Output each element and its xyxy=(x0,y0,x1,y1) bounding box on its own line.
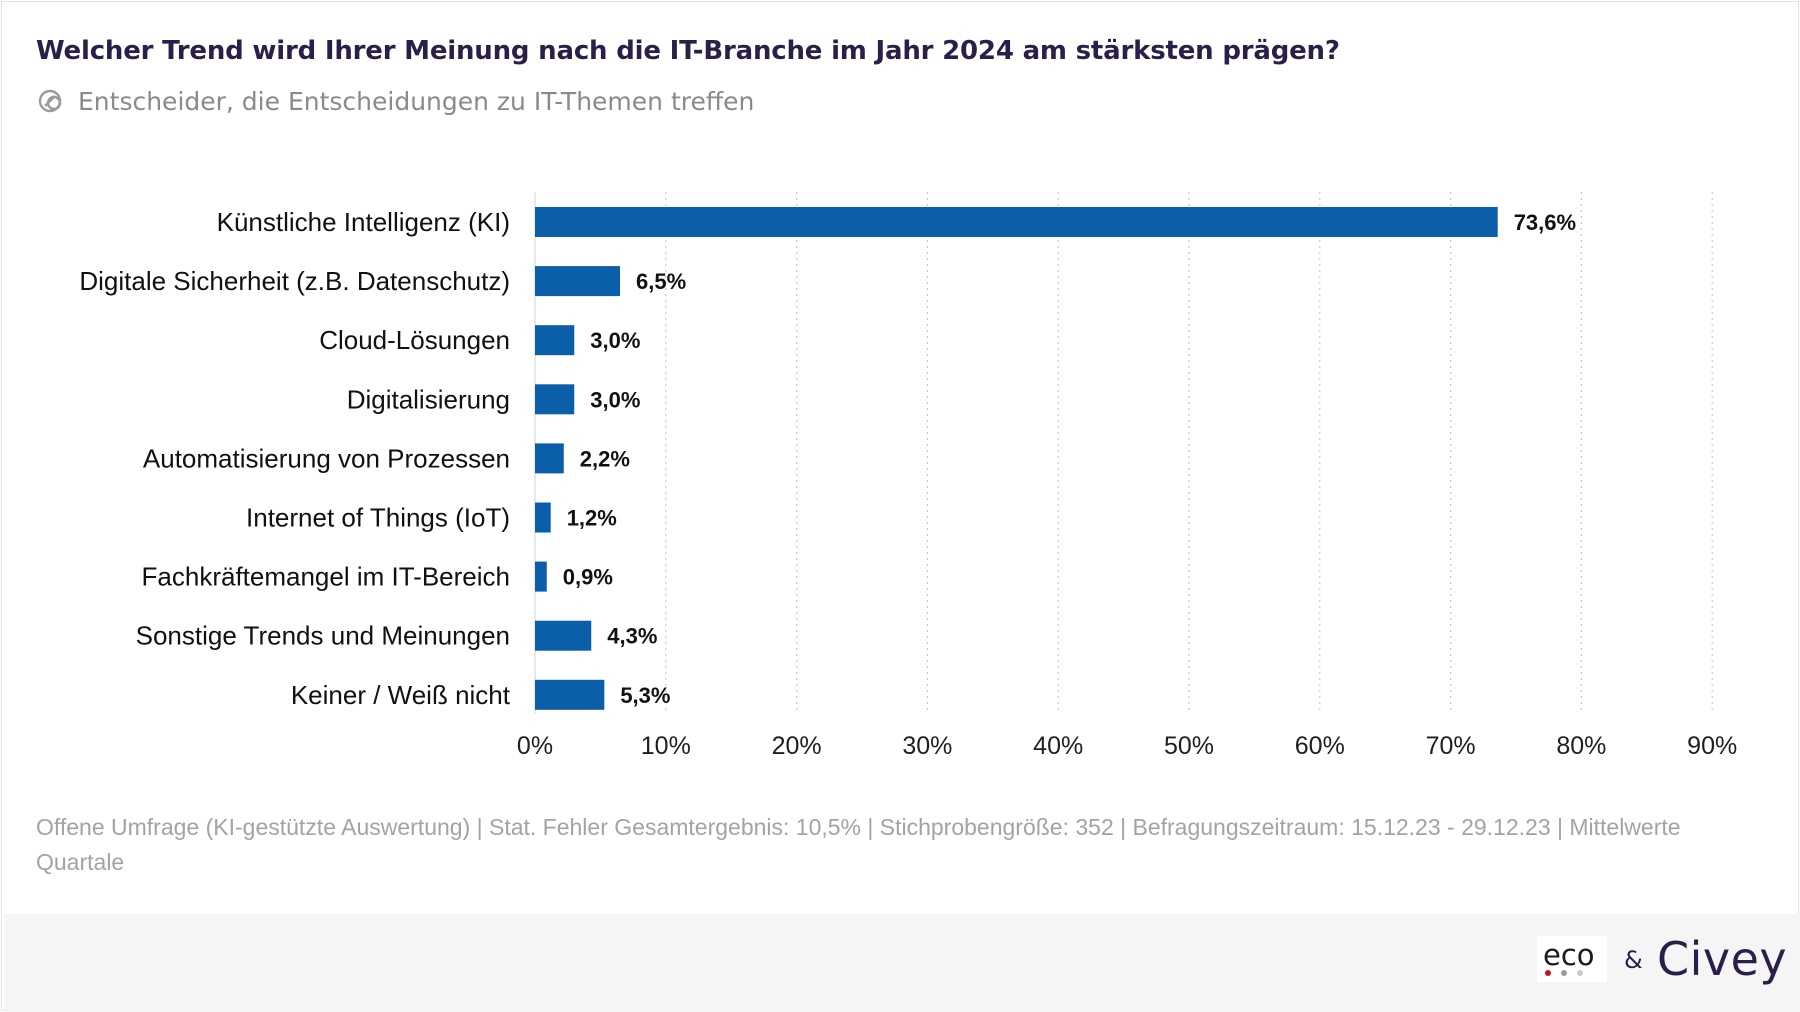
bar-value-label: 3,0% xyxy=(590,328,640,353)
civey-logo: Civey xyxy=(1657,932,1788,986)
bar xyxy=(535,325,575,356)
bar xyxy=(535,384,575,415)
bar xyxy=(535,561,547,592)
category-label: Fachkräftemangel im IT-Bereich xyxy=(142,562,510,592)
eco-logo-dot xyxy=(1577,970,1583,976)
ampersand: & xyxy=(1624,946,1643,974)
target-group-icon xyxy=(38,89,62,113)
x-tick-label: 80% xyxy=(1556,732,1606,760)
chart-subtitle: Entscheider, die Entscheidungen zu IT-Th… xyxy=(78,86,755,116)
category-label: Automatisierung von Prozessen xyxy=(143,443,510,473)
category-label: Digitale Sicherheit (z.B. Datenschutz) xyxy=(79,266,510,296)
bar xyxy=(535,266,621,297)
eco-logo-dot xyxy=(1545,970,1551,976)
bar-chart: 0% 10% 20% 30% 40% 50% 60% 70% 80% 90% Künstliche … xyxy=(79,192,1737,760)
bar-value-label: 6,5% xyxy=(636,269,686,294)
bar xyxy=(535,207,1498,237)
subtitle-row: Entscheider, die Entscheidungen zu IT-Th… xyxy=(36,86,754,116)
category-label: Cloud-Lösungen xyxy=(319,325,510,355)
x-tick-label: 40% xyxy=(1033,732,1083,760)
eco-logo-dots xyxy=(1545,970,1583,976)
category-label: Internet of Things (IoT) xyxy=(246,503,510,533)
bar-value-label: 0,9% xyxy=(563,565,613,590)
x-tick-label: 10% xyxy=(641,732,691,760)
bar-value-label: 4,3% xyxy=(607,624,657,649)
bar-value-label: 73,6% xyxy=(1514,210,1576,235)
bar xyxy=(535,502,551,533)
eco-logo: eco xyxy=(1537,936,1607,982)
x-tick-label: 20% xyxy=(772,732,822,760)
footer-band xyxy=(4,914,1800,1012)
bar-value-label: 3,0% xyxy=(590,387,640,412)
bar-value-label: 5,3% xyxy=(620,683,670,708)
x-tick-label: 0% xyxy=(517,732,553,760)
survey-footnote: Offene Umfrage (KI-gestützte Auswertung)… xyxy=(36,814,1681,875)
x-tick-label: 60% xyxy=(1295,732,1345,760)
category-label: Keiner / Weiß nicht xyxy=(291,680,511,710)
bar-value-label: 2,2% xyxy=(580,446,630,471)
bar xyxy=(535,443,564,474)
x-tick-label: 30% xyxy=(902,732,952,760)
category-label: Digitalisierung xyxy=(347,384,510,414)
bar xyxy=(535,679,605,710)
category-label: Sonstige Trends und Meinungen xyxy=(136,621,510,651)
x-tick-label: 50% xyxy=(1164,732,1214,760)
bar-value-label: 1,2% xyxy=(567,506,617,531)
category-label: Künstliche Intelligenz (KI) xyxy=(217,207,510,237)
eco-logo-dot xyxy=(1561,970,1567,976)
x-tick-label: 90% xyxy=(1687,732,1737,760)
chart-title: Welcher Trend wird Ihrer Meinung nach di… xyxy=(36,36,1340,66)
x-tick-label: 70% xyxy=(1426,732,1476,760)
bar xyxy=(535,620,592,651)
eco-logo-text: eco xyxy=(1543,938,1595,972)
